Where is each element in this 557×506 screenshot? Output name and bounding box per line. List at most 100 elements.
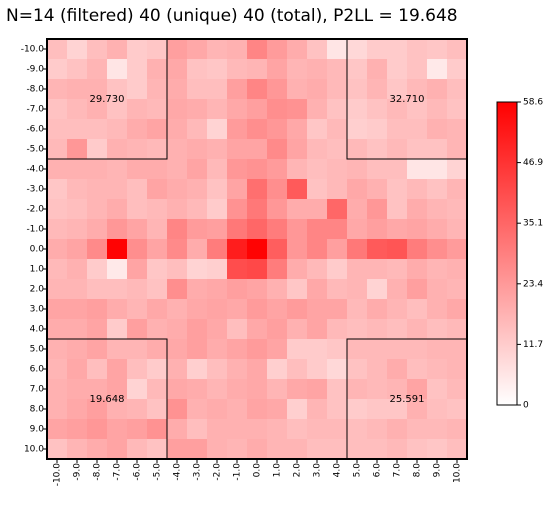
- heatmap-cell: [367, 99, 388, 120]
- heatmap-cell: [207, 239, 228, 260]
- x-tick-label: -6.0: [133, 463, 143, 481]
- heatmap-cell: [87, 139, 108, 160]
- y-tick-label: 0.0: [30, 245, 45, 255]
- heatmap-cell: [107, 79, 128, 100]
- heatmap-cell: [387, 439, 408, 460]
- heatmap-cell: [287, 319, 308, 340]
- y-tick-label: 2.0: [30, 285, 45, 295]
- heatmap-cell: [307, 199, 328, 220]
- heatmap-cell: [47, 179, 68, 200]
- heatmap-cell: [427, 359, 448, 380]
- colorbar-tick-label: 0: [523, 401, 529, 411]
- heatmap-cell: [127, 319, 148, 340]
- heatmap-cell: [147, 219, 168, 240]
- heatmap-cell: [347, 219, 368, 240]
- y-tick-label: -1.0: [26, 225, 44, 235]
- heatmap-cell: [127, 359, 148, 380]
- heatmap-cell: [187, 139, 208, 160]
- heatmap-cell: [107, 159, 128, 180]
- heatmap-cell: [267, 379, 288, 400]
- heatmap-cell: [67, 359, 88, 380]
- heatmap-cell: [447, 299, 468, 320]
- heatmap-cell: [247, 359, 268, 380]
- heatmap-cell: [267, 179, 288, 200]
- heatmap-cell: [87, 379, 108, 400]
- heatmap-cell: [367, 399, 388, 420]
- heatmap-cell: [167, 259, 188, 280]
- x-tick-label: 8.0: [413, 463, 423, 478]
- heatmap-cell: [287, 419, 308, 440]
- heatmap-cell: [187, 159, 208, 180]
- heatmap-cell: [107, 179, 128, 200]
- heatmap-cell: [307, 339, 328, 360]
- heatmap-cell: [207, 419, 228, 440]
- heatmap-cell: [67, 339, 88, 360]
- heatmap-cell: [147, 99, 168, 120]
- heatmap-cell: [67, 219, 88, 240]
- y-tick-label: -4.0: [26, 165, 44, 175]
- heatmap-cell: [407, 439, 428, 460]
- heatmap-cell: [367, 219, 388, 240]
- heatmap-cell: [427, 99, 448, 120]
- y-tick-label: 5.0: [30, 345, 45, 355]
- heatmap-cell: [227, 299, 248, 320]
- heatmap-cell: [187, 39, 208, 60]
- heatmap-cell: [407, 339, 428, 360]
- heatmap-cell: [427, 179, 448, 200]
- heatmap-cell: [47, 319, 68, 340]
- chart-title: N=14 (filtered) 40 (unique) 40 (total), …: [6, 6, 458, 26]
- heatmap-cell: [287, 279, 308, 300]
- heatmap-cell: [407, 319, 428, 340]
- heatmap-cell: [187, 359, 208, 380]
- heatmap-cell: [147, 399, 168, 420]
- heatmap-cell: [47, 59, 68, 80]
- heatmap-cell: [287, 379, 308, 400]
- heatmap-cell: [367, 59, 388, 80]
- heatmap-cell: [247, 179, 268, 200]
- heatmap-cell: [407, 359, 428, 380]
- heatmap-cell: [207, 59, 228, 80]
- heatmap-cell: [367, 39, 388, 60]
- y-tick-label: -8.0: [26, 85, 44, 95]
- heatmap-cell: [347, 319, 368, 340]
- heatmap-cell: [267, 199, 288, 220]
- y-tick-label: -6.0: [26, 125, 44, 135]
- heatmap-cell: [207, 339, 228, 360]
- heatmap-cell: [427, 119, 448, 140]
- heatmap-cell: [387, 419, 408, 440]
- heatmap-cell: [347, 179, 368, 200]
- heatmap-cell: [367, 379, 388, 400]
- heatmap-cell: [287, 39, 308, 60]
- heatmap-cell: [167, 239, 188, 260]
- heatmap-cell: [427, 199, 448, 220]
- heatmap-cell: [227, 139, 248, 160]
- heatmap-cell: [327, 319, 348, 340]
- heatmap-cell: [167, 39, 188, 60]
- heatmap-cell: [147, 439, 168, 460]
- heatmap-cell: [387, 299, 408, 320]
- heatmap-cell: [47, 219, 68, 240]
- heatmap-cell: [447, 239, 468, 260]
- heatmap-cell: [227, 379, 248, 400]
- heatmap-cell: [267, 439, 288, 460]
- heatmap-cell: [307, 399, 328, 420]
- heatmap-cell: [347, 39, 368, 60]
- heatmap-cell: [267, 339, 288, 360]
- heatmap-cell: [327, 39, 348, 60]
- heatmap-cell: [347, 439, 368, 460]
- heatmap-cell: [207, 359, 228, 380]
- heatmap-cell: [447, 59, 468, 80]
- heatmap-cell: [427, 39, 448, 60]
- heatmap-cell: [187, 299, 208, 320]
- heatmap-cell: [327, 139, 348, 160]
- heatmap-cell: [387, 159, 408, 180]
- heatmap-cell: [387, 339, 408, 360]
- heatmap-cell: [247, 339, 268, 360]
- heatmap-cell: [47, 339, 68, 360]
- heatmap-cell: [247, 399, 268, 420]
- x-tick-label: -3.0: [193, 463, 203, 481]
- heatmap-cell: [307, 299, 328, 320]
- heatmap-cell: [67, 199, 88, 220]
- heatmap-cell: [87, 359, 108, 380]
- heatmap-cell: [247, 119, 268, 140]
